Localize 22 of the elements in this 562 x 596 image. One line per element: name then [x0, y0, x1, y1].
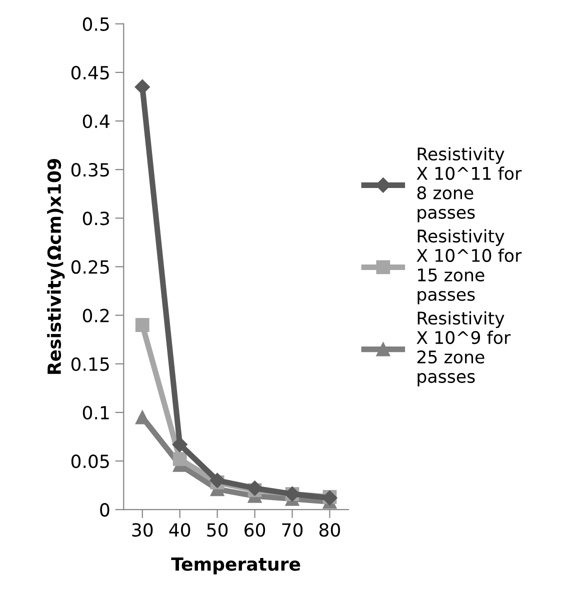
- x-tick-label: 40: [169, 523, 190, 537]
- y-tick-label: 0: [100, 503, 110, 517]
- x-tick-label: 80: [319, 523, 340, 537]
- y-tick-label: 0.2: [82, 308, 109, 322]
- y-tick-label: 0.45: [71, 66, 109, 80]
- x-tick-label: 30: [132, 523, 153, 537]
- y-tick-label: 0.5: [82, 17, 109, 31]
- x-axis-title: Temperature: [171, 557, 300, 574]
- y-tick-label: 0.3: [82, 212, 109, 226]
- x-tick-label: 50: [207, 523, 228, 537]
- y-tick-label: 0.25: [71, 260, 109, 274]
- legend-label: Resistivity X 10^9 for 25 zone passes: [416, 311, 511, 386]
- legend-label: Resistivity X 10^11 for 8 zone passes: [416, 147, 522, 222]
- y-tick-label: 0.05: [71, 454, 109, 468]
- y-tick-label: 0.35: [71, 163, 109, 177]
- x-tick-label: 70: [282, 523, 303, 537]
- y-tick-label: 0.1: [82, 406, 109, 420]
- legend-label: Resistivity X 10^10 for 15 zone passes: [416, 229, 522, 304]
- y-axis-title: Resistivity(Ωcm)x109: [47, 159, 65, 374]
- y-tick-label: 0.15: [71, 357, 109, 371]
- y-tick-label: 0.4: [82, 114, 110, 128]
- x-tick-label: 60: [244, 523, 266, 537]
